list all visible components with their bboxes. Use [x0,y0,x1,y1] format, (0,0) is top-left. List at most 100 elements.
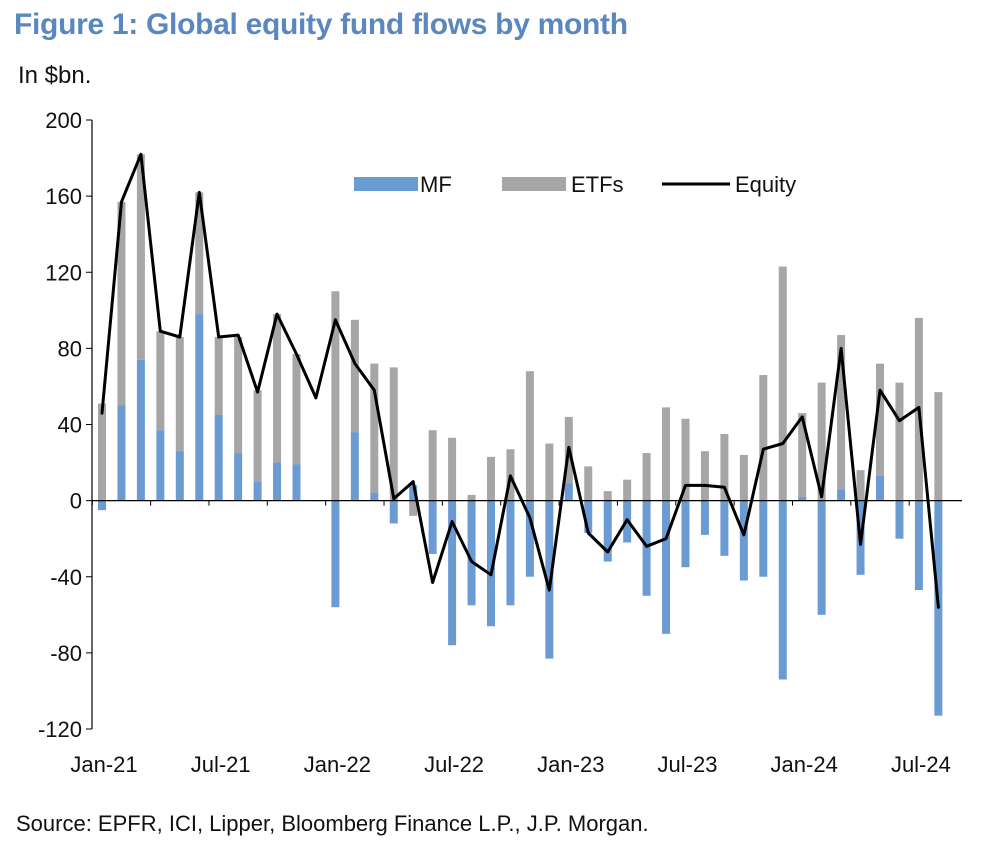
x-tick-label: Jul-22 [424,752,484,777]
mf-bar [681,500,690,568]
mf-bar [273,462,282,501]
etf-bar [467,494,476,501]
mf-bar [720,500,729,556]
mf-bar [837,489,846,501]
mf-bar [117,405,126,501]
etf-bar [428,430,437,501]
etf-bar [389,367,398,501]
y-tick-label: 40 [58,413,82,438]
y-tick-label: 160 [45,184,82,209]
etf-bar [98,403,106,501]
mf-bar [467,500,476,606]
etf-bar [525,371,534,501]
etf-bar [175,336,184,452]
mf-bar [584,500,593,533]
etf-bar [739,454,748,501]
mf-bar [175,451,184,501]
etf-bar [350,319,359,433]
x-axis: Jan-21 Jul-21 Jan-22 Jul-22 Jan-23 Jul-23 Jan-… [70,752,951,777]
etf-bar [487,456,495,501]
mf-bars [98,314,943,716]
mf-bar [350,432,359,501]
y-tick-label: 80 [58,336,82,361]
mf-bar [564,483,573,501]
mf-bar [428,500,437,554]
mf-bar [506,500,515,606]
mf-bar [739,500,748,581]
etf-bar [798,413,807,497]
mf-bar [409,485,418,501]
legend: MF ETFs Equity [354,172,796,197]
etf-bar [895,382,904,501]
y-tick-label: 0 [70,489,82,514]
etf-bar [720,434,729,501]
legend-label-mf: MF [420,172,452,197]
etf-bar [642,453,651,501]
mf-bar [156,430,165,501]
etf-bar [195,192,204,315]
mf-bar [876,475,884,501]
mf-bar [487,500,495,627]
mf-bar [292,464,301,501]
mf-bar [817,500,826,615]
etf-bar [117,201,126,406]
y-tick-label: -120 [38,717,82,742]
x-tick-label: Jan-21 [70,752,137,777]
x-tick-label: Jul-21 [191,752,251,777]
mf-bar [331,500,340,608]
mf-bar [525,500,534,577]
legend-label-equity: Equity [735,172,796,197]
etf-bar [584,466,593,501]
y-tick-label: 120 [45,260,82,285]
etf-bar [234,336,243,454]
etf-bar [662,407,671,501]
mf-bar [700,500,709,535]
x-tick-label: Jan-22 [304,752,371,777]
etf-bar [156,331,165,431]
legend-swatch-mf [354,177,418,191]
y-tick-label: -40 [50,565,82,590]
etf-bar [817,382,826,501]
etf-bar [370,363,379,494]
x-tick-label: Jul-23 [658,752,718,777]
y-axis-unit-label: In $bn. [18,62,92,89]
mf-bar [642,500,651,596]
y-tick-label: -80 [50,641,82,666]
etf-bar [136,154,145,360]
source-note: Source: EPFR, ICI, Lipper, Bloomberg Fin… [16,811,649,836]
mf-bar [759,500,768,577]
mf-bar [778,500,787,680]
mf-bar [98,500,106,511]
equity-line-group [100,152,940,609]
etf-bar [623,479,632,501]
x-tick-label: Jan-23 [537,752,604,777]
etf-bar [292,354,301,465]
mf-bar [370,493,379,501]
mf-bar [214,414,223,501]
etf-bar [778,266,787,501]
mf-bar [798,496,807,501]
x-tick-label: Jan-24 [771,752,838,777]
y-tick-label: 200 [45,108,82,133]
etf-bar [837,335,846,490]
mf-bar [253,481,262,501]
mf-bar [662,500,671,634]
mf-bar [914,500,923,591]
mf-bar [234,453,243,501]
mf-bar [136,359,145,501]
mf-bar [448,500,457,646]
legend-label-etf: ETFs [571,172,624,197]
etf-bar [273,314,282,463]
etf-bar [759,375,768,501]
etf-bars [98,154,943,516]
y-axis: -120 -80 -40 0 40 80 120 160 200 [38,108,92,742]
chart-title: Figure 1: Global equity fund flows by mo… [14,8,628,41]
etf-bar [331,291,340,501]
axes [91,120,962,729]
etf-bar [856,470,865,501]
etf-bar [409,500,418,516]
etf-bar [681,418,690,501]
mf-bar [389,500,398,524]
etf-bar [448,437,457,501]
